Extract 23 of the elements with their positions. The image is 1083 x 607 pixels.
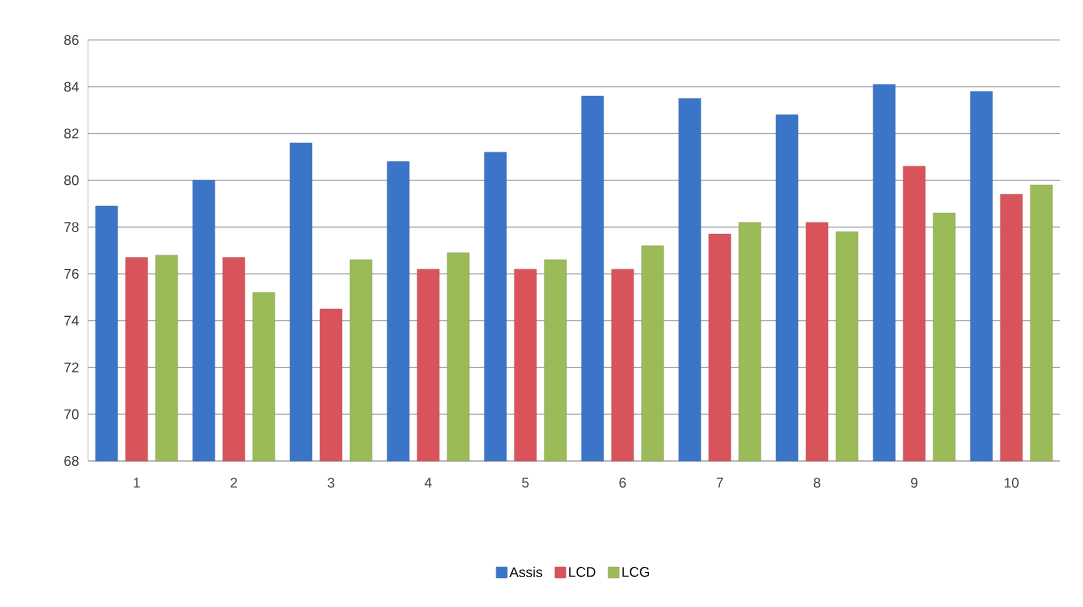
y-tick-label: 70 [64,409,79,420]
x-tick-label: 9 [910,477,918,488]
y-tick-label: 80 [64,175,79,186]
y-tick-label: 68 [64,456,79,466]
y-tick-label: 78 [64,222,79,233]
x-tick-label: 2 [230,477,237,488]
x-tick-label: 3 [327,477,335,488]
legend-label: Assis [509,566,543,578]
x-tick-label: 7 [716,477,723,488]
y-tick-label: 86 [64,35,79,45]
y-tick-label: 72 [64,362,79,373]
y-tick-label: 82 [64,128,79,139]
x-tick-label: 5 [522,477,529,488]
y-tick-label: 74 [64,315,79,326]
x-tick-label: 1 [133,477,140,488]
legend-label: LCD [569,567,596,577]
legend-label: LCG [622,567,650,577]
y-tick-label: 76 [64,268,79,279]
x-tick-label: 4 [424,477,432,488]
x-tick-label: 10 [1004,477,1019,488]
y-tick-label: 84 [64,81,79,92]
x-tick-label: 8 [813,477,821,488]
x-tick-label: 6 [619,477,626,488]
